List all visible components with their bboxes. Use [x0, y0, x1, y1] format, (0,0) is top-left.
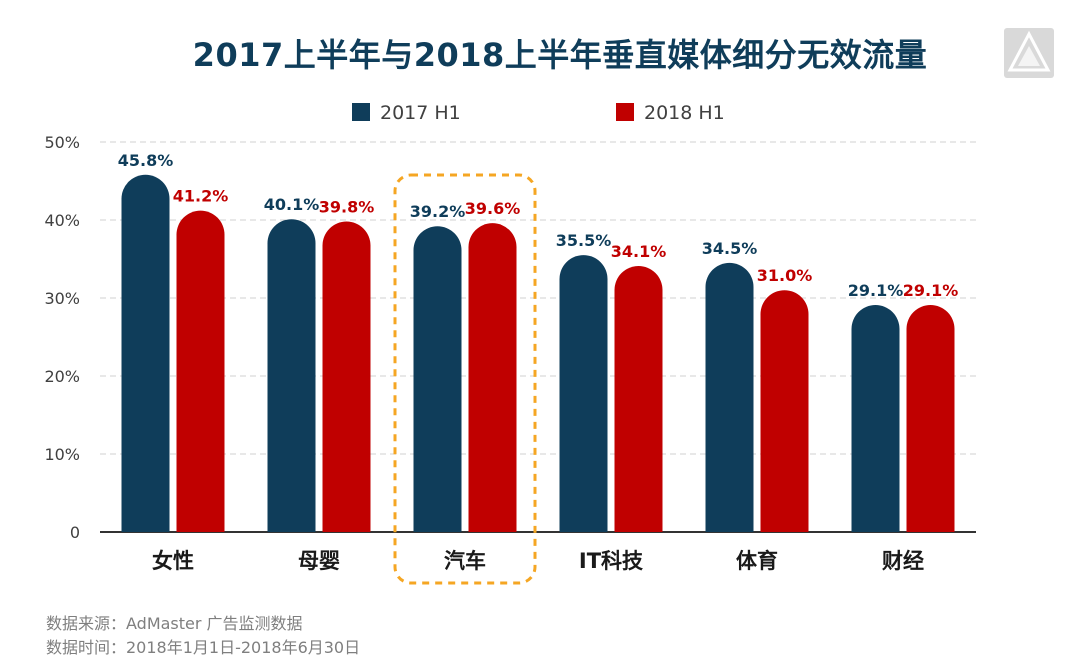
legend-swatch [352, 103, 370, 121]
data-label: 29.1% [848, 281, 904, 300]
data-label: 39.2% [410, 202, 466, 221]
data-label: 39.6% [465, 199, 521, 218]
chart-title: 2017上半年与2018上半年垂直媒体细分无效流量 [192, 36, 928, 74]
bar-2018-h1 [176, 210, 225, 532]
bar-chart: 0 10% 20% 30% 40% 50% 45.8% 41.2% 女性 40.1% 39.8% 母婴… [44, 102, 976, 585]
data-label: 41.2% [173, 187, 229, 206]
bar-2017-h1 [851, 305, 900, 532]
bar-2017-h1 [705, 262, 754, 532]
x-category-label: 母婴 [298, 549, 340, 573]
legend-label: 2018 H1 [644, 102, 725, 124]
y-tick-label: 30% [44, 289, 80, 308]
bar-2017-h1 [559, 255, 608, 532]
bar-2018-h1 [468, 223, 517, 533]
legend-swatch [616, 103, 634, 121]
bar-2017-h1 [121, 174, 170, 532]
x-category-label: 汽车 [444, 549, 486, 573]
data-label: 45.8% [118, 151, 174, 170]
x-category-label: IT科技 [579, 549, 644, 573]
data-label: 34.1% [611, 242, 667, 261]
bar-2018-h1 [760, 290, 809, 532]
bar-2018-h1 [322, 221, 371, 532]
bar-2017-h1 [413, 226, 462, 532]
y-tick-label: 10% [44, 445, 80, 464]
bar-2018-h1 [906, 305, 955, 532]
x-category-label: 体育 [736, 549, 778, 573]
y-tick-label: 50% [44, 133, 80, 152]
data-label: 29.1% [903, 281, 959, 300]
legend-label: 2017 H1 [380, 102, 461, 124]
data-period-note: 数据时间：2018年1月1日-2018年6月30日 [46, 638, 361, 657]
highlight-box [393, 173, 537, 585]
y-tick-label: 20% [44, 367, 80, 386]
data-label: 39.8% [319, 198, 375, 217]
x-category-label: 女性 [152, 549, 194, 573]
x-category-label: 财经 [882, 549, 924, 573]
y-tick-label: 0 [70, 523, 80, 542]
data-label: 34.5% [702, 239, 758, 258]
data-source-note: 数据来源：AdMaster 广告监测数据 [46, 614, 303, 633]
bar-2017-h1 [267, 219, 316, 532]
admaster-logo-icon [1004, 28, 1054, 78]
bar-2018-h1 [614, 266, 663, 532]
data-label: 35.5% [556, 231, 612, 250]
data-label: 40.1% [264, 195, 320, 214]
data-label: 31.0% [757, 266, 813, 285]
y-tick-label: 40% [44, 211, 80, 230]
